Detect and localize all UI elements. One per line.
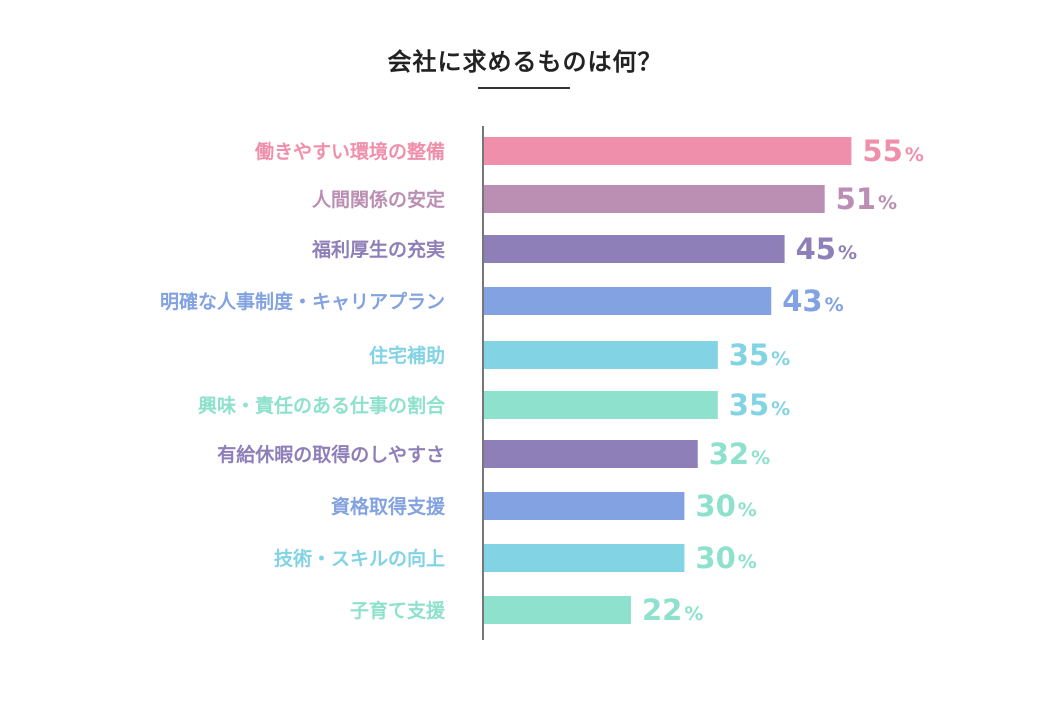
value-number: 51 — [836, 182, 876, 216]
bar — [484, 544, 685, 572]
value-unit: % — [684, 603, 703, 625]
value-unit: % — [738, 499, 757, 521]
category-label: 人間関係の安定 — [312, 188, 445, 211]
category-label: 興味・責任のある仕事の割合 — [198, 394, 446, 417]
value-label: 55% — [862, 134, 923, 168]
value-number: 45 — [796, 232, 836, 266]
value-label: 45% — [796, 232, 857, 266]
bar — [484, 440, 698, 468]
value-label: 35% — [729, 338, 790, 372]
value-label: 51% — [836, 182, 897, 216]
value-number: 32 — [709, 437, 749, 471]
value-label: 30% — [695, 541, 756, 575]
value-number: 30 — [695, 489, 735, 523]
value-label: 35% — [729, 388, 790, 422]
value-unit: % — [905, 144, 924, 166]
bar — [484, 137, 852, 165]
chart-title: 会社に求めるものは何？ — [387, 48, 663, 76]
value-number: 43 — [782, 284, 822, 318]
category-label: 明確な人事制度・キャリアプラン — [160, 290, 445, 313]
category-label: 働きやすい環境の整備 — [254, 140, 445, 163]
value-unit: % — [771, 398, 790, 420]
value-unit: % — [771, 348, 790, 370]
bar — [484, 235, 785, 263]
category-label: 子育て支援 — [350, 599, 446, 622]
value-number: 35 — [729, 338, 769, 372]
bar — [484, 341, 718, 369]
value-label: 32% — [709, 437, 770, 471]
category-label: 有給休暇の取得のしやすさ — [217, 443, 445, 466]
bar — [484, 287, 772, 315]
value-unit: % — [825, 294, 844, 316]
value-label: 22% — [642, 593, 703, 627]
value-number: 30 — [695, 541, 735, 575]
bar — [484, 185, 825, 213]
category-label: 住宅補助 — [369, 344, 445, 367]
value-label: 43% — [782, 284, 843, 318]
value-unit: % — [738, 551, 757, 573]
value-number: 55 — [862, 134, 902, 168]
category-label: 福利厚生の充実 — [311, 238, 445, 261]
bar — [484, 596, 631, 624]
value-unit: % — [878, 192, 897, 214]
category-label: 資格取得支援 — [331, 495, 446, 518]
category-label: 技術・スキルの向上 — [274, 547, 445, 570]
title-underline — [478, 87, 570, 89]
value-unit: % — [751, 447, 770, 469]
value-number: 22 — [642, 593, 682, 627]
bar — [484, 492, 685, 520]
bar — [484, 391, 718, 419]
value-label: 30% — [695, 489, 756, 523]
value-number: 35 — [729, 388, 769, 422]
value-unit: % — [838, 242, 857, 264]
